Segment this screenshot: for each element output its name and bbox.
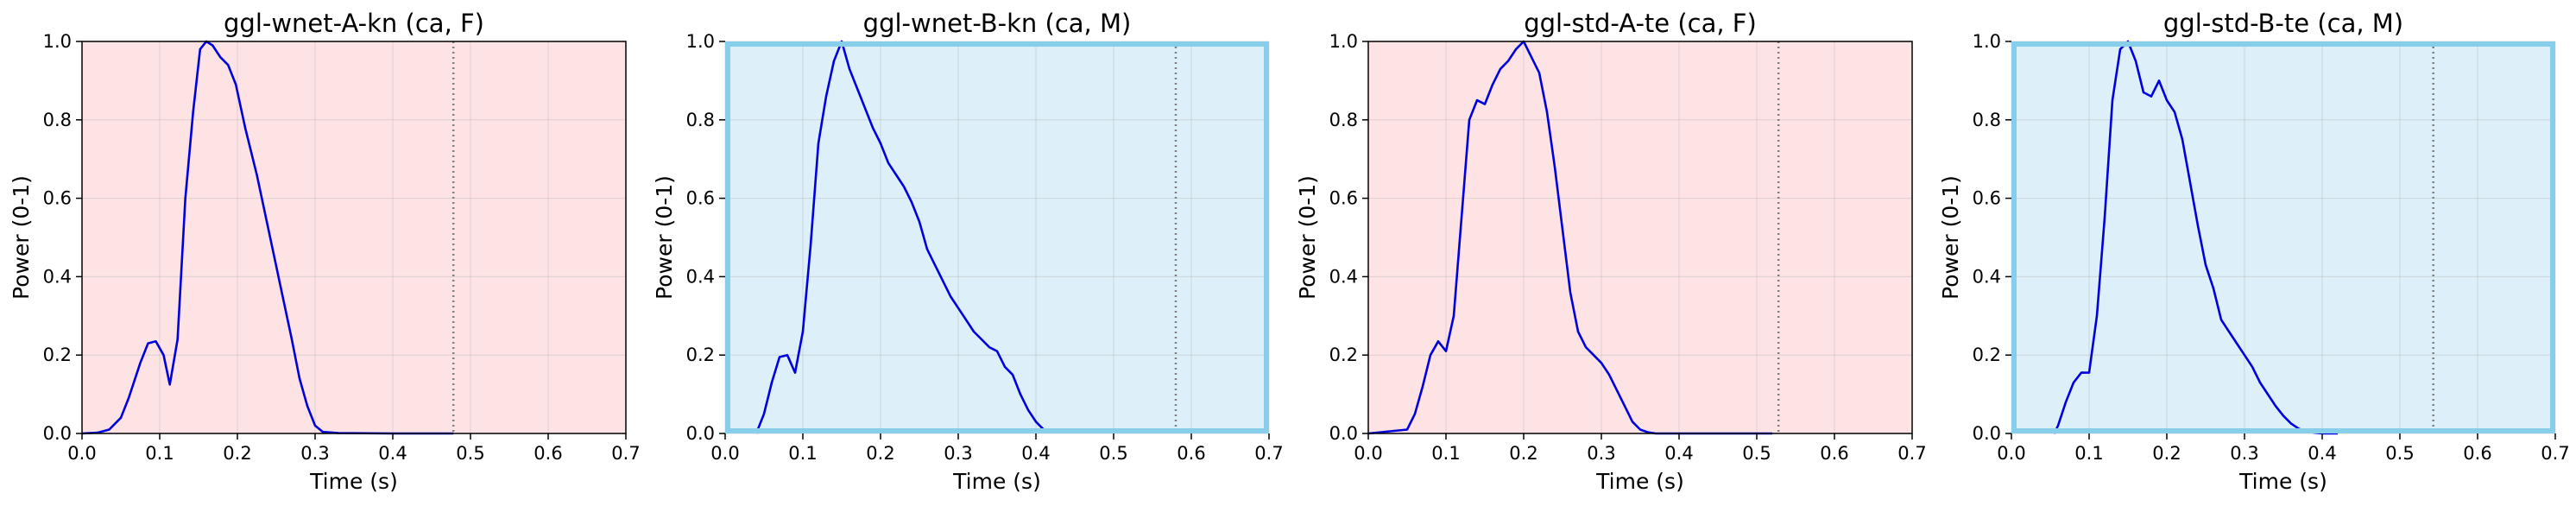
plot-background xyxy=(1368,41,1912,433)
series-line xyxy=(81,40,454,435)
x-axis-label: Time (s) xyxy=(1595,469,1684,494)
y-tick-label: 0.8 xyxy=(43,110,72,130)
plot-background xyxy=(725,41,1269,433)
x-tick-label: 0.7 xyxy=(1897,443,1926,464)
series-line xyxy=(754,40,1045,434)
x-tick-label: 0.2 xyxy=(2152,443,2181,464)
x-tick-label: 0.4 xyxy=(378,443,407,464)
y-tick-label: 0.0 xyxy=(686,423,715,444)
y-tick-label: 1.0 xyxy=(1973,31,2001,52)
chart-title: ggl-std-A-te (ca, F) xyxy=(1524,9,1757,38)
series-line xyxy=(1367,40,1772,435)
chart-title: ggl-std-B-te (ca, M) xyxy=(2163,9,2403,38)
y-tick-label: 0.4 xyxy=(43,266,72,287)
x-tick-label: 0.6 xyxy=(1177,443,1205,464)
plot-background xyxy=(2011,41,2555,433)
y-axis-label: Power (0-1) xyxy=(652,175,677,300)
y-tick-label: 0.0 xyxy=(1973,423,2001,444)
x-tick-label: 0.1 xyxy=(788,443,817,464)
x-tick-label: 0.5 xyxy=(456,443,484,464)
chart-panel-1: 0.0 0.1 0.2 0.3 0.4 0.5 0.6 0.7 0.0 0.2 0.4 0.6 0.8 1… xyxy=(9,9,641,494)
x-tick-label: 0.2 xyxy=(866,443,894,464)
x-tick-label: 0.1 xyxy=(2074,443,2103,464)
y-tick-label: 0.0 xyxy=(43,423,72,444)
chart-panel-3: 0.0 0.1 0.2 0.3 0.4 0.5 0.6 0.7 0.0 0.2 0.4 0.6 0.8 1… xyxy=(1295,9,1927,494)
x-tick-label: 0.2 xyxy=(223,443,251,464)
y-tick-label: 0.0 xyxy=(1329,423,1358,444)
y-tick-label: 1.0 xyxy=(1329,31,1358,52)
x-tick-label: 0.6 xyxy=(1820,443,1848,464)
y-tick-label: 0.8 xyxy=(686,110,715,130)
x-tick-label: 0.0 xyxy=(1354,443,1382,464)
x-tick-label: 0.6 xyxy=(534,443,562,464)
y-tick-label: 0.6 xyxy=(1329,188,1358,209)
y-tick-label: 0.4 xyxy=(1973,266,2001,287)
y-tick-label: 0.6 xyxy=(1973,188,2001,209)
y-tick-label: 0.6 xyxy=(43,188,72,209)
chart-title: ggl-wnet-B-kn (ca, M) xyxy=(863,9,1132,38)
chart-panel-4: 0.0 0.1 0.2 0.3 0.4 0.5 0.6 0.7 0.0 0.2 0.4 0.6 0.8 1… xyxy=(1938,9,2570,494)
x-tick-label: 0.5 xyxy=(1099,443,1127,464)
x-tick-label: 0.4 xyxy=(1021,443,1050,464)
x-tick-label: 0.0 xyxy=(710,443,739,464)
x-tick-label: 0.2 xyxy=(1509,443,1537,464)
chart-title: ggl-wnet-A-kn (ca, F) xyxy=(224,9,484,38)
x-tick-label: 0.5 xyxy=(1742,443,1771,464)
x-tick-label: 0.3 xyxy=(944,443,972,464)
y-tick-label: 0.6 xyxy=(686,188,715,209)
y-tick-label: 0.2 xyxy=(43,345,72,365)
x-tick-label: 0.3 xyxy=(300,443,329,464)
axes-frame xyxy=(81,41,627,434)
y-tick-label: 0.8 xyxy=(1973,110,2001,130)
highlight-border xyxy=(725,41,1269,433)
x-tick-label: 0.7 xyxy=(1254,443,1283,464)
x-tick-label: 0.7 xyxy=(2541,443,2569,464)
x-tick-label: 0.5 xyxy=(2385,443,2414,464)
y-tick-label: 0.2 xyxy=(1329,345,1358,365)
x-axis-label: Time (s) xyxy=(309,469,398,494)
y-axis-label: Power (0-1) xyxy=(9,175,34,300)
y-tick-label: 1.0 xyxy=(686,31,715,52)
x-tick-label: 0.4 xyxy=(1664,443,1693,464)
y-tick-label: 1.0 xyxy=(43,31,72,52)
x-tick-label: 0.0 xyxy=(1997,443,2025,464)
plot-background xyxy=(82,41,626,433)
x-tick-label: 0.6 xyxy=(2463,443,2491,464)
x-axis-label: Time (s) xyxy=(952,469,1041,494)
x-tick-label: 0.1 xyxy=(145,443,174,464)
x-tick-label: 0.4 xyxy=(2308,443,2336,464)
x-tick-label: 0.0 xyxy=(67,443,96,464)
series-line xyxy=(2053,40,2338,435)
y-tick-label: 0.2 xyxy=(686,345,715,365)
y-tick-label: 0.8 xyxy=(1329,110,1358,130)
x-tick-label: 0.3 xyxy=(2230,443,2258,464)
y-tick-label: 0.2 xyxy=(1973,345,2001,365)
x-tick-label: 0.7 xyxy=(611,443,640,464)
y-axis-label: Power (0-1) xyxy=(1938,175,1963,300)
axes-frame xyxy=(1367,41,1913,434)
x-tick-label: 0.1 xyxy=(1431,443,1460,464)
y-tick-label: 0.4 xyxy=(686,266,715,287)
x-axis-label: Time (s) xyxy=(2238,469,2327,494)
y-tick-label: 0.4 xyxy=(1329,266,1358,287)
y-axis-label: Power (0-1) xyxy=(1295,175,1320,300)
x-tick-label: 0.3 xyxy=(1587,443,1615,464)
highlight-border xyxy=(2011,41,2555,433)
chart-panel-2: 0.0 0.1 0.2 0.3 0.4 0.5 0.6 0.7 0.0 0.2 0.4 0.6 0.8 1… xyxy=(652,9,1284,494)
